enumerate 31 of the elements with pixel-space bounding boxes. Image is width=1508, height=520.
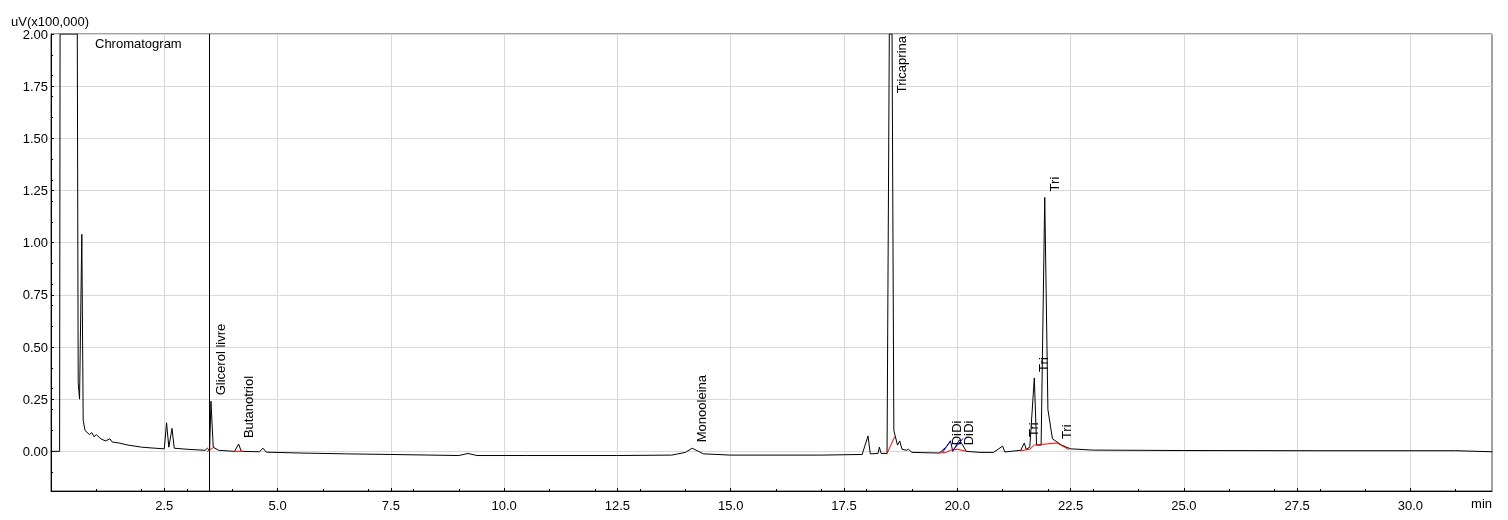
annotation: Tri xyxy=(1046,176,1062,192)
y-tick-label: 1.75 xyxy=(22,78,48,94)
y-tick-label: 1.00 xyxy=(22,235,48,251)
y-tick-label: 0.50 xyxy=(22,339,48,355)
annotation: Butanotriol xyxy=(240,375,256,439)
y-tick-label: 0.00 xyxy=(22,443,48,459)
annotation: Tri xyxy=(1026,422,1042,437)
y-tick-label: 0.25 xyxy=(22,391,48,407)
y-tick-label: 1.25 xyxy=(22,183,48,199)
x-axis-title: min xyxy=(1471,496,1492,511)
x-tick-label: 20.0 xyxy=(944,498,970,513)
y-axis-title: uV(x100,000) xyxy=(11,13,90,29)
series-label: Chromatogram xyxy=(95,35,182,51)
x-tick-label: 22.5 xyxy=(1057,498,1084,513)
x-tick-label: 15.0 xyxy=(718,498,744,513)
x-tick-label: 27.5 xyxy=(1284,498,1310,513)
annotation: Tri xyxy=(1058,424,1074,440)
x-tick-label: 7.5 xyxy=(381,498,400,513)
x-tick-label: 25.0 xyxy=(1171,498,1197,513)
x-tick-label: 5.0 xyxy=(268,498,287,513)
x-tick-label: 2.5 xyxy=(155,498,174,513)
annotation: Tri xyxy=(1036,357,1052,372)
annotation: Glicerol livre xyxy=(212,323,228,396)
x-tick-label: 12.5 xyxy=(604,498,631,513)
x-tick-label: 30.0 xyxy=(1397,498,1424,513)
annotation: Monooleina xyxy=(694,374,710,443)
y-tick-label: 0.75 xyxy=(22,287,48,303)
annotation: Tricaprina xyxy=(894,35,910,94)
x-tick-label: 17.5 xyxy=(831,498,857,513)
y-tick-label: 1.50 xyxy=(22,130,48,146)
x-tick-label: 10.0 xyxy=(491,498,517,513)
